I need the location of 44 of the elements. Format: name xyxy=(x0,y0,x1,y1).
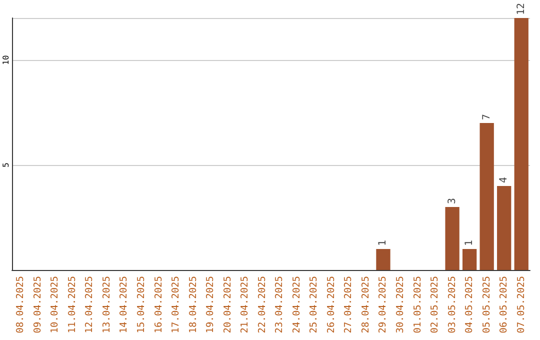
x-tick-label: 09.04.2025 xyxy=(32,276,44,334)
x-tick-label: 25.04.2025 xyxy=(308,276,320,334)
y-tick-label: 5 xyxy=(2,162,10,168)
bar xyxy=(480,123,494,270)
data-label: 4 xyxy=(498,176,510,183)
data-label: 1 xyxy=(378,240,389,246)
x-tick-label: 23.04.2025 xyxy=(274,276,286,334)
data-label: 7 xyxy=(481,114,492,120)
x-tick-label: 11.04.2025 xyxy=(66,276,78,334)
x-tick-label: 17.04.2025 xyxy=(170,276,182,334)
x-tick-label: 28.04.2025 xyxy=(360,276,372,334)
x-tick-label: 19.04.2025 xyxy=(205,276,216,334)
x-tick-label: 07.05.2025 xyxy=(516,276,527,334)
x-tick-label: 22.04.2025 xyxy=(256,276,268,334)
x-tick-label: 05.05.2025 xyxy=(481,276,492,334)
x-tick-label: 18.04.2025 xyxy=(188,276,199,334)
x-tick-label: 30.04.2025 xyxy=(395,276,406,334)
x-tick-label: 15.04.2025 xyxy=(136,276,147,334)
bar xyxy=(376,249,390,270)
x-tick-label: 04.05.2025 xyxy=(464,276,476,334)
x-tick-label: 12.04.2025 xyxy=(84,276,96,334)
data-label: 3 xyxy=(446,198,458,204)
x-tick-label: 03.05.2025 xyxy=(446,276,458,334)
x-tick-label: 24.04.2025 xyxy=(291,276,302,334)
x-tick-label: 20.04.2025 xyxy=(222,276,234,334)
bar xyxy=(497,186,512,270)
x-tick-label: 14.04.2025 xyxy=(118,276,130,334)
x-tick-label: 10.04.2025 xyxy=(50,276,61,334)
x-tick-label: 13.04.2025 xyxy=(101,276,112,334)
bar xyxy=(445,207,460,270)
x-tick-label: 06.05.2025 xyxy=(498,276,510,334)
x-tick-label: 21.04.2025 xyxy=(240,276,251,334)
x-tick-label: 08.04.2025 xyxy=(15,276,26,334)
x-tick-label: 29.04.2025 xyxy=(378,276,389,334)
x-tick-label: 26.04.2025 xyxy=(326,276,337,334)
data-label: 12 xyxy=(516,2,527,15)
bar xyxy=(462,249,477,270)
x-tick-label: 27.04.2025 xyxy=(343,276,354,334)
y-tick-label: 10 xyxy=(2,55,10,65)
bar xyxy=(514,18,528,270)
x-tick-label: 16.04.2025 xyxy=(153,276,164,334)
data-label: 1 xyxy=(464,240,476,246)
x-tick-label: 02.05.2025 xyxy=(430,276,441,334)
x-tick-label: 01.05.2025 xyxy=(412,276,424,334)
